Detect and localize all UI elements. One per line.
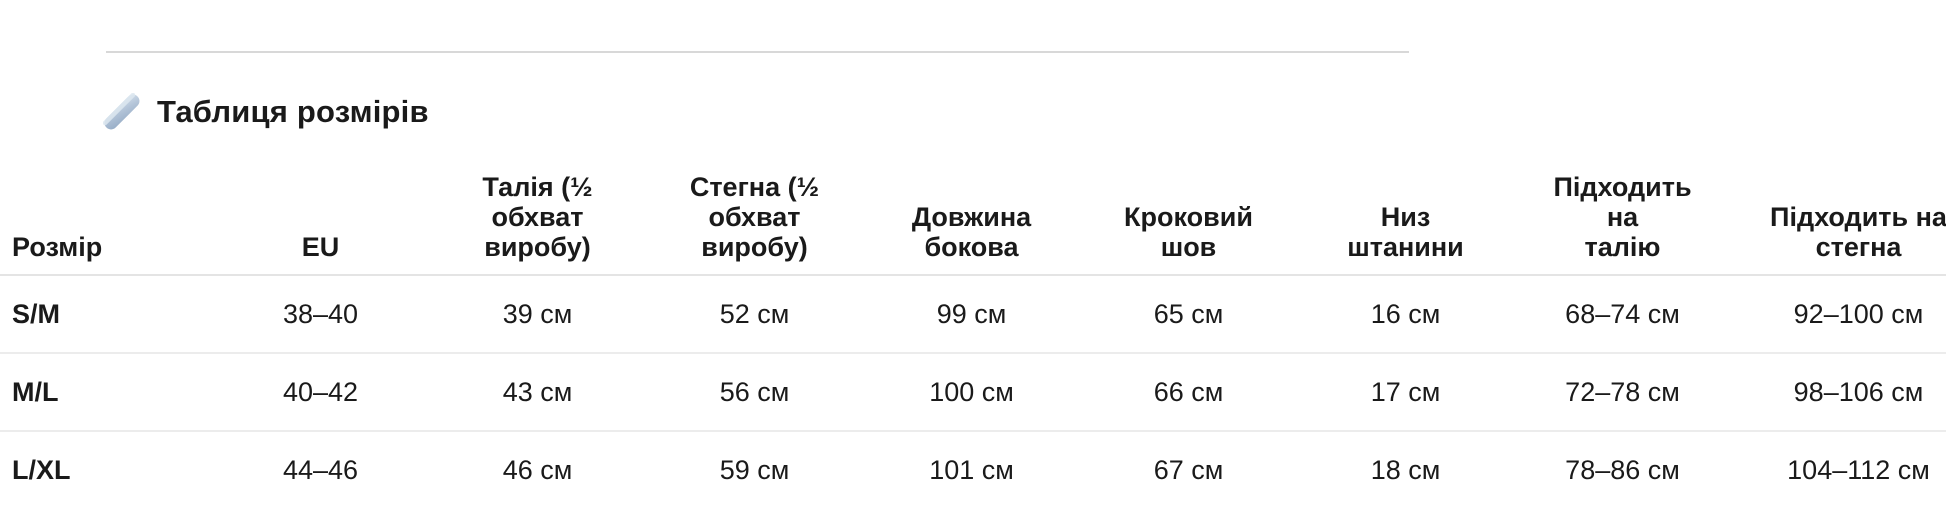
size-row-2: L/XL 44–46 46 см 59 см 101 см 67 см 18 см 78–86… — [0, 431, 1946, 508]
ruler-icon — [103, 93, 141, 131]
size-value-cell: 92–100 см — [1731, 275, 1946, 354]
size-value-cell: 98–106 см — [1731, 353, 1946, 432]
size-value-cell: 46 см — [502, 454, 573, 485]
size-value-cell: 104–112 см — [1787, 454, 1930, 485]
size-value-cell: 39 см — [429, 275, 646, 354]
size-table-head: Розмір EU Талія (½ обхват виробу) Стегна (½… — [0, 137, 1946, 276]
column-header-4: Довжина бокова — [863, 137, 1080, 276]
size-value-cell: 100 см — [863, 353, 1080, 432]
size-value-cell: 78–86 см — [1565, 454, 1680, 485]
size-value-cell: 67 см — [1153, 454, 1224, 485]
size-label-cell: S/M — [0, 275, 212, 354]
column-header-8: Підходить на стегна — [1731, 137, 1946, 276]
size-value-cell: 40–42 — [212, 353, 429, 432]
column-header-5: Кроковий шов — [1080, 137, 1297, 276]
column-header-6: Низ штанини — [1297, 137, 1514, 276]
size-value-cell: 44–46 — [282, 454, 359, 485]
size-table: Розмір EU Талія (½ обхват виробу) Стегна (½… — [0, 137, 1946, 508]
size-label-cell: L/XL — [12, 454, 71, 485]
size-value-cell: 56 см — [646, 353, 863, 432]
size-value-cell: 66 см — [1080, 353, 1297, 432]
size-value-cell: 38–40 — [212, 275, 429, 354]
size-value-cell: 18 см — [1370, 454, 1441, 485]
size-value-cell: 68–74 см — [1514, 275, 1731, 354]
content-divider — [106, 51, 1409, 53]
column-header-0: Розмір — [0, 137, 212, 276]
size-value-cell: 17 см — [1297, 353, 1514, 432]
size-value-cell: 99 см — [863, 275, 1080, 354]
header-row: Розмір EU Талія (½ обхват виробу) Стегна (½… — [0, 137, 1946, 276]
column-header-2: Талія (½ обхват виробу) — [429, 137, 646, 276]
size-table-body: S/M 38–40 39 см 52 см 99 см 65 см 16 см 68–74 с… — [0, 275, 1946, 508]
page-title: Таблиця розмірів — [157, 94, 429, 129]
size-value-cell: 52 см — [646, 275, 863, 354]
size-row-1: M/L 40–42 43 см 56 см 100 см 66 см 17 см 72–78 … — [0, 353, 1946, 432]
size-value-cell: 43 см — [429, 353, 646, 432]
column-header-1: EU — [212, 137, 429, 276]
size-value-cell: 65 см — [1080, 275, 1297, 354]
size-value-cell: 16 см — [1297, 275, 1514, 354]
size-label-cell: M/L — [0, 353, 212, 432]
section-title-row: Таблиця розмірів — [103, 93, 429, 131]
column-header-7: Підходить на талію — [1514, 137, 1731, 276]
size-row-0: S/M 38–40 39 см 52 см 99 см 65 см 16 см 68–74 с… — [0, 275, 1946, 354]
column-header-3: Стегна (½ обхват виробу) — [646, 137, 863, 276]
size-value-cell: 59 см — [719, 454, 790, 485]
size-value-cell: 101 см — [929, 454, 1014, 485]
size-value-cell: 72–78 см — [1514, 353, 1731, 432]
